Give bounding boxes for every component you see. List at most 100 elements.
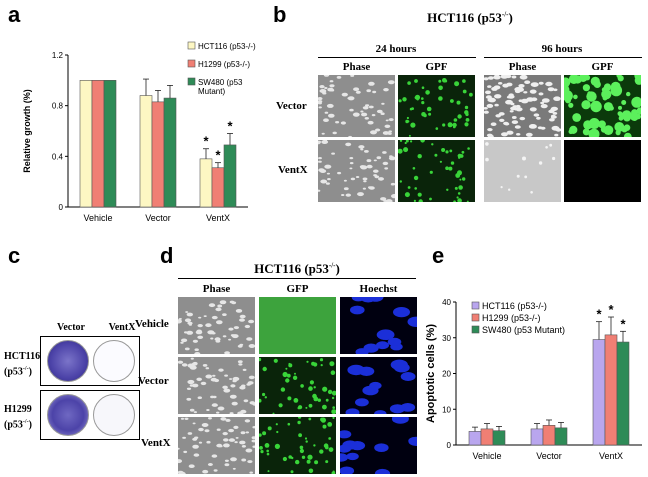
cell [398,99,402,103]
cell [219,300,227,305]
panel-letter-a: a [8,2,21,27]
cell [228,428,234,433]
cell [322,91,327,95]
cell [537,126,543,130]
cell [241,458,247,462]
micrograph-phase-ventx-24h [318,140,395,202]
bar [91,80,105,208]
cell [329,361,335,367]
cell [408,436,417,446]
cell [294,372,296,375]
micrograph-texture [178,300,255,354]
cell [328,437,332,440]
cell [318,97,323,101]
cell [306,360,309,363]
cell [230,334,235,337]
cell [223,438,229,442]
cell [378,177,384,181]
cell [340,121,346,125]
cell [323,443,329,448]
cell [467,147,470,150]
cell [314,460,319,465]
cell [329,84,335,88]
cell [385,119,389,122]
cell [211,403,218,407]
cell [373,174,377,177]
cell [224,463,230,467]
cell [211,454,218,458]
cell [366,89,371,93]
cell [218,445,223,448]
cell [623,132,632,137]
cell [511,75,517,79]
cell [327,389,333,395]
row-label-hct116: HCT116 (p53-/-) [4,351,41,378]
cell [526,97,534,102]
panel-b-title: HCT116 (p53-/-) [427,10,513,25]
cell [192,437,198,441]
cell [345,408,360,414]
cell [224,351,230,354]
cell [364,117,369,120]
cell [429,170,433,174]
cell [623,124,631,131]
cell [372,90,377,94]
cell [312,393,317,399]
cell [528,124,537,129]
cell [498,82,503,85]
y-tick-label: 0 [59,203,64,212]
cell [331,152,335,155]
cell [185,311,189,313]
cell [229,412,234,414]
cell [343,187,349,191]
cell [325,460,329,464]
cell [514,125,521,129]
cell [462,177,466,181]
cell [380,197,387,201]
cell [512,105,518,109]
cell [362,106,369,110]
cell [231,301,237,305]
cell [224,374,228,377]
cell [233,425,239,429]
cell [450,161,455,165]
cell [442,123,446,127]
cell [214,337,221,341]
cell [439,160,442,163]
cell [192,422,196,425]
cell [518,84,525,88]
cell [583,120,593,130]
cell [197,335,204,339]
legend-label: SW480 (p53 [198,78,243,87]
cell [223,443,230,448]
cell [288,455,292,459]
cell [300,384,304,388]
cell [194,352,201,354]
panel-letter-c: c [8,243,21,268]
cell [225,418,231,422]
legend-swatch [471,301,480,310]
cell [193,411,197,414]
cell [488,97,496,103]
micrograph-phase-ventx [178,417,255,474]
cell [464,122,469,127]
cell [222,313,227,316]
cell [349,441,366,451]
cell [390,182,395,186]
cell [407,186,411,189]
significance-mark: * [227,119,233,134]
cell [319,358,324,362]
cell [299,445,304,450]
cell [515,107,523,112]
dish-ventx [93,394,135,436]
cell [328,113,335,118]
cell [404,192,410,198]
cell [398,148,403,154]
cell [293,398,299,403]
cell [545,81,553,87]
cell [309,380,314,385]
cell [404,141,407,145]
cell [636,107,641,115]
cell [326,172,330,175]
cell [462,79,466,83]
